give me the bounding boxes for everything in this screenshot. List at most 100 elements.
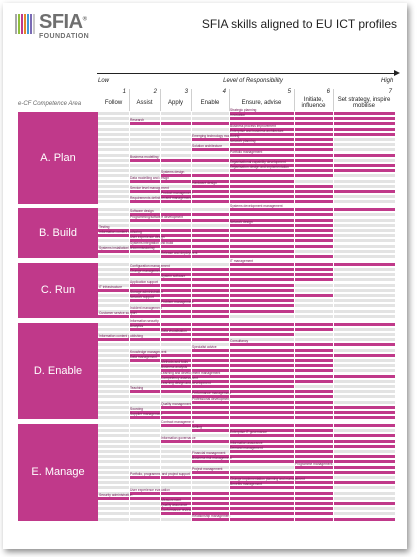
skill-level-bar xyxy=(129,239,333,243)
level-number: 6 xyxy=(326,89,330,95)
skill-level-bar xyxy=(129,309,294,313)
skill-label: Supplier management xyxy=(130,412,163,417)
competence-area-label: E. Manage xyxy=(31,466,85,479)
skill-level-bar xyxy=(98,234,333,238)
skill-label: Conformance review xyxy=(161,508,192,513)
skill-label: Selling xyxy=(192,425,202,430)
skill-label: Organisation design and implementation xyxy=(230,165,290,170)
skill-level-bar xyxy=(160,507,333,511)
competence-area-label: A. Plan xyxy=(40,151,76,164)
level-column-line xyxy=(294,111,295,549)
skill-level-bar xyxy=(191,470,395,474)
logo-registered: ® xyxy=(82,16,87,23)
skill-level-bar xyxy=(191,400,333,404)
level-number: 7 xyxy=(388,89,392,95)
skill-level-bar xyxy=(129,476,333,479)
skill-label: Portfolio management xyxy=(230,149,263,154)
skill-label: Storage administration xyxy=(130,290,163,294)
level-column-line xyxy=(191,111,192,549)
skill-level-bar xyxy=(98,229,333,232)
level-separator xyxy=(229,89,230,111)
axis-low-label: Low xyxy=(98,78,110,84)
competence-area-block: C. Run xyxy=(18,262,98,318)
skill-label: Data visualisation xyxy=(161,329,187,333)
logo-bar xyxy=(18,14,20,34)
skill-label: Data modelling and design xyxy=(130,175,170,180)
skill-label: Product management xyxy=(161,191,193,196)
skill-level-bar xyxy=(229,132,395,136)
skill-label: Systems development management xyxy=(230,204,283,209)
skill-level-bar xyxy=(229,153,395,157)
skill-label: Customer service support xyxy=(99,310,137,315)
skill-level-bar xyxy=(129,491,333,495)
skill-level-bar xyxy=(229,343,395,347)
skill-label: Systems installation/decommissioning xyxy=(99,245,155,250)
skill-level-bar xyxy=(129,359,333,362)
skill-level-bar xyxy=(160,405,395,409)
skill-label: Quality management xyxy=(161,401,192,406)
skill-level-bar xyxy=(98,338,229,342)
skill-level-bar xyxy=(191,148,333,152)
skill-label: Systems integration and build xyxy=(130,240,174,245)
skill-level-bar xyxy=(98,496,333,500)
skill-label: Business analysis xyxy=(161,365,188,370)
skill-level-bar xyxy=(129,213,333,217)
skill-label: Strategic planning xyxy=(230,108,257,112)
skill-label: Learning design and development xyxy=(161,381,211,385)
skill-level-bar xyxy=(229,434,395,438)
skill-level-bar xyxy=(129,411,395,414)
skill-level-bar xyxy=(129,179,294,183)
skill-level-bar xyxy=(229,481,395,485)
skill-level-bar xyxy=(294,465,395,469)
level-name: Enable xyxy=(200,100,220,106)
skill-label: Performance management xyxy=(192,391,232,396)
skill-level-bar xyxy=(129,200,333,204)
skill-level-bar xyxy=(160,255,333,258)
skill-label: Release and deployment xyxy=(161,251,198,255)
axis-arrow-icon xyxy=(394,70,400,76)
level-column-line xyxy=(229,111,230,549)
level-number: 2 xyxy=(153,89,157,95)
skill-level-bar xyxy=(129,390,333,394)
skill-label: Information governance xyxy=(161,435,196,440)
chart-card: SFIA® FOUNDATION SFIA skills aligned to … xyxy=(3,3,407,549)
table-row xyxy=(98,314,395,318)
skill-level-bar xyxy=(160,512,333,516)
skill-label: Analytics xyxy=(130,323,144,328)
skill-label: User experience design xyxy=(130,235,165,240)
skill-level-bar xyxy=(229,117,395,121)
skill-label: Information assurance xyxy=(230,440,263,445)
skill-level-bar xyxy=(160,174,333,178)
skill-level-bar xyxy=(129,190,395,193)
skill-level-bar xyxy=(129,327,333,331)
skill-label: Teaching xyxy=(130,386,144,391)
skill-label: Problem management xyxy=(161,300,194,305)
skill-label: IT management xyxy=(230,258,254,263)
level-column-line xyxy=(333,111,334,549)
skill-label: Innovation xyxy=(230,113,246,118)
skill-level-bar xyxy=(129,268,333,271)
skill-label: Learning and development management xyxy=(161,370,221,375)
skill-label: Service level management xyxy=(130,186,169,190)
skill-label: Solution architecture xyxy=(192,144,223,149)
skill-level-bar xyxy=(191,184,333,188)
skill-label: Network support xyxy=(130,295,155,300)
logo-bar xyxy=(21,14,23,34)
skill-label: Configuration management xyxy=(130,264,170,268)
logo-bar xyxy=(27,14,29,34)
skill-level-bar xyxy=(229,444,395,448)
skill-level-bar xyxy=(98,288,294,292)
skill-label: Incident management xyxy=(130,305,162,310)
table-row xyxy=(98,465,395,469)
skill-level-bar xyxy=(160,502,395,505)
level-name: Apply xyxy=(167,100,183,106)
skill-label: Competency assessment xyxy=(161,375,199,380)
skill-label: Project management xyxy=(192,466,223,471)
skill-label: Research xyxy=(130,118,145,123)
level-number: 5 xyxy=(287,89,291,95)
level-column-line xyxy=(160,111,161,549)
competence-area-block: D. Enable xyxy=(18,322,98,420)
skill-level-bar xyxy=(160,379,333,383)
skill-level-bar xyxy=(229,143,333,147)
competence-area-block: B. Build xyxy=(18,208,98,259)
